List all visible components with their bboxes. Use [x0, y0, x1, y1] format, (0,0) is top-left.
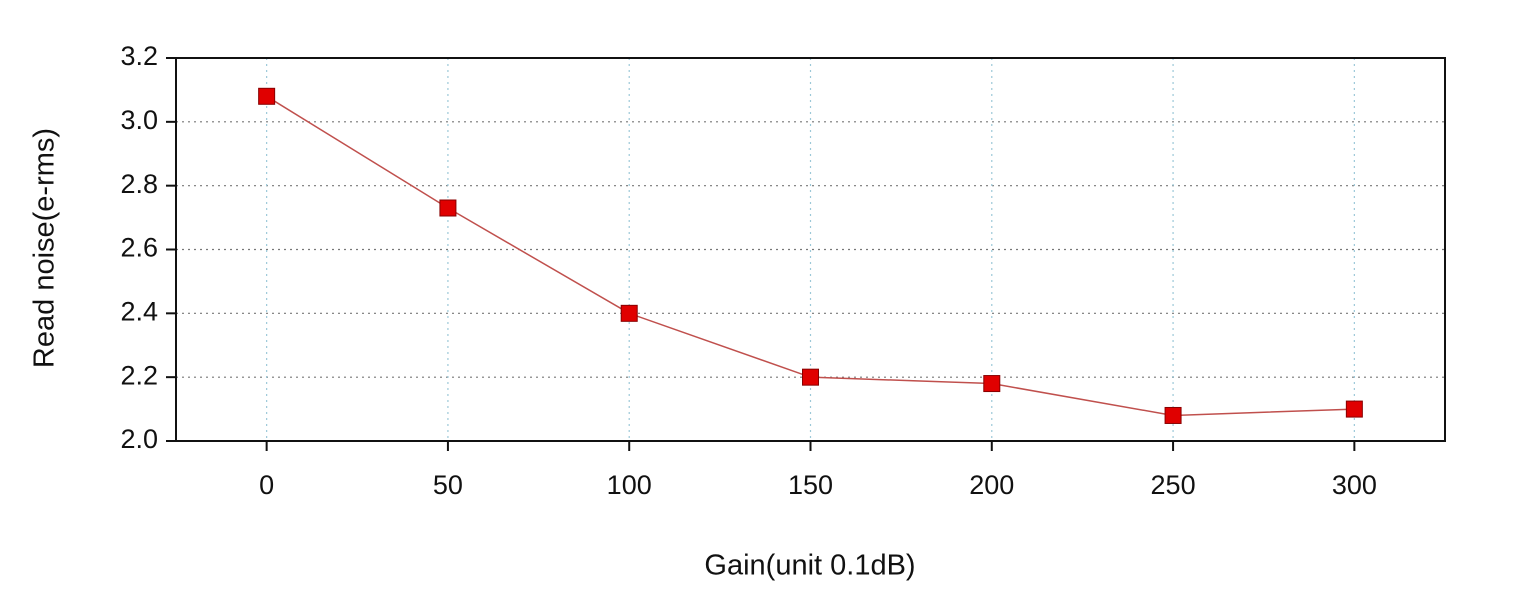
y-tick-label: 3.2	[120, 41, 158, 71]
plot-frame	[175, 57, 1446, 442]
y-axis-label: Read noise(e-rms)	[29, 128, 61, 368]
y-tick-label: 2.0	[120, 424, 158, 454]
marker	[1164, 406, 1182, 424]
x-tick-label: 100	[607, 470, 652, 500]
x-tick-label: 0	[259, 470, 274, 500]
marker	[620, 304, 638, 322]
x-tick-label: 200	[969, 470, 1014, 500]
y-tick-label: 3.0	[120, 105, 158, 135]
marker	[258, 87, 276, 105]
x-tick-label: 300	[1332, 470, 1377, 500]
x-axis-label: Gain(unit 0.1dB)	[704, 550, 915, 582]
data-line	[266, 95, 1355, 417]
y-tick-label: 2.4	[120, 296, 158, 326]
marker	[983, 375, 1001, 393]
y-tick-label: 2.6	[120, 233, 158, 263]
marker	[439, 199, 457, 217]
x-tick-label: 50	[433, 470, 463, 500]
x-tick-label: 250	[1151, 470, 1196, 500]
y-tick-label: 2.8	[120, 169, 158, 199]
y-tick-label: 2.2	[120, 360, 158, 390]
marker	[1345, 400, 1363, 418]
x-tick-label: 150	[788, 470, 833, 500]
marker	[802, 368, 819, 386]
